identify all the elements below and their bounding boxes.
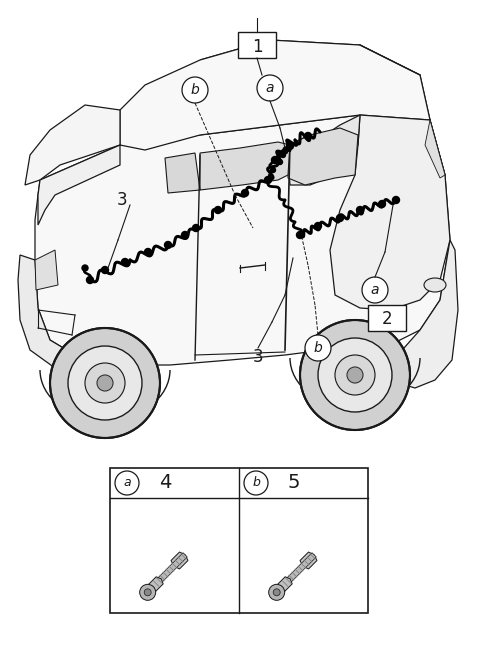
- Circle shape: [82, 265, 88, 271]
- Polygon shape: [288, 128, 358, 185]
- Text: a: a: [266, 81, 274, 95]
- Polygon shape: [35, 115, 450, 365]
- Circle shape: [277, 160, 283, 165]
- Polygon shape: [200, 142, 290, 190]
- Circle shape: [304, 133, 312, 139]
- Text: 5: 5: [288, 473, 300, 492]
- Circle shape: [271, 167, 276, 173]
- Circle shape: [305, 335, 331, 361]
- Circle shape: [393, 196, 399, 203]
- Text: b: b: [252, 477, 260, 489]
- Circle shape: [181, 232, 189, 239]
- Circle shape: [50, 328, 160, 438]
- Circle shape: [314, 222, 322, 230]
- Circle shape: [273, 589, 280, 596]
- Circle shape: [297, 232, 303, 239]
- Circle shape: [318, 338, 392, 412]
- Polygon shape: [330, 115, 450, 310]
- Circle shape: [362, 277, 388, 303]
- Polygon shape: [275, 577, 292, 594]
- Circle shape: [269, 584, 285, 600]
- Polygon shape: [25, 105, 120, 185]
- Circle shape: [85, 363, 125, 403]
- Polygon shape: [146, 577, 163, 594]
- Bar: [238, 32, 276, 58]
- Circle shape: [379, 201, 385, 207]
- Polygon shape: [171, 552, 188, 569]
- Ellipse shape: [424, 278, 446, 292]
- Circle shape: [182, 77, 208, 103]
- Text: a: a: [123, 477, 131, 489]
- Text: a: a: [371, 283, 379, 297]
- Polygon shape: [153, 553, 187, 587]
- Circle shape: [287, 143, 293, 150]
- Polygon shape: [120, 40, 430, 150]
- Circle shape: [335, 355, 375, 395]
- Polygon shape: [425, 120, 445, 178]
- Circle shape: [264, 177, 272, 184]
- Circle shape: [241, 190, 249, 196]
- Polygon shape: [288, 115, 360, 185]
- Circle shape: [347, 367, 363, 383]
- Circle shape: [165, 241, 171, 249]
- Circle shape: [101, 266, 108, 273]
- Polygon shape: [300, 552, 317, 569]
- Circle shape: [144, 589, 151, 596]
- Circle shape: [68, 346, 142, 420]
- Text: b: b: [313, 341, 323, 355]
- Circle shape: [86, 277, 94, 283]
- Circle shape: [140, 584, 156, 600]
- Circle shape: [215, 207, 221, 213]
- Circle shape: [144, 249, 152, 256]
- Bar: [110, 468, 368, 613]
- Circle shape: [300, 320, 410, 430]
- Polygon shape: [165, 153, 200, 193]
- Circle shape: [97, 375, 113, 391]
- Polygon shape: [38, 145, 120, 225]
- Circle shape: [357, 207, 363, 213]
- Text: 2: 2: [382, 310, 392, 328]
- Circle shape: [336, 215, 344, 222]
- Polygon shape: [380, 240, 458, 388]
- Text: 1: 1: [252, 38, 262, 56]
- Circle shape: [192, 224, 200, 232]
- Text: 4: 4: [159, 473, 171, 492]
- Circle shape: [257, 75, 283, 101]
- Circle shape: [121, 258, 129, 266]
- Text: 3: 3: [252, 348, 264, 366]
- Circle shape: [280, 152, 286, 158]
- Circle shape: [115, 471, 139, 495]
- Bar: [368, 305, 406, 331]
- Polygon shape: [18, 255, 80, 375]
- Text: b: b: [191, 83, 199, 97]
- Polygon shape: [282, 553, 316, 587]
- Polygon shape: [35, 250, 58, 290]
- Text: 3: 3: [117, 191, 127, 209]
- Circle shape: [244, 471, 268, 495]
- Circle shape: [272, 156, 278, 164]
